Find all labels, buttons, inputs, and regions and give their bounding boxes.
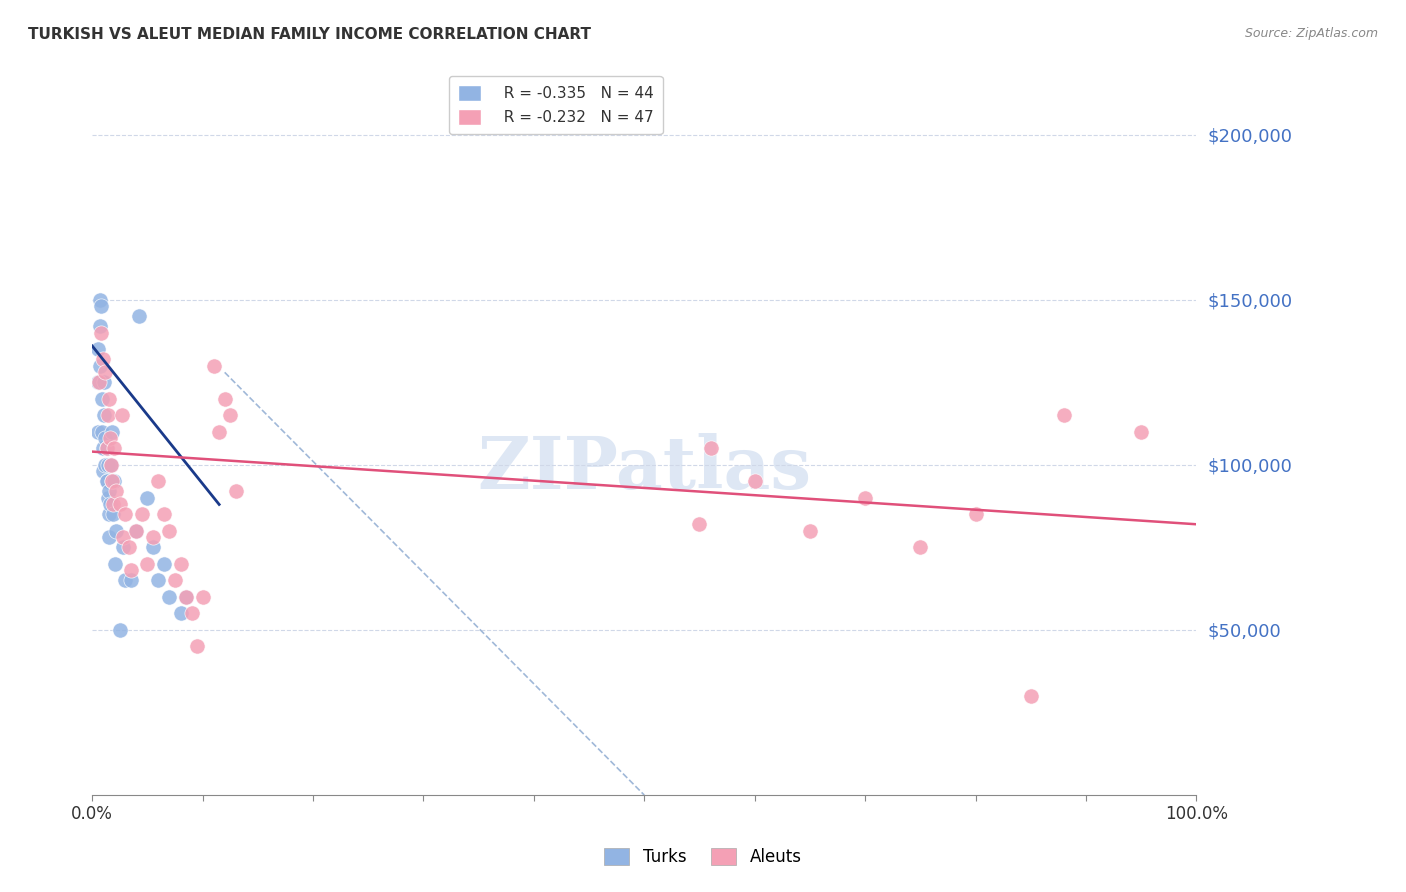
- Point: [90, 326, 112, 340]
- Text: ZIPatlas: ZIPatlas: [477, 433, 811, 504]
- Point: [91, 392, 114, 406]
- Point: [90, 299, 112, 313]
- Point: [114, 574, 136, 588]
- Point: [89, 359, 111, 373]
- Point: [117, 541, 139, 555]
- Point: [87, 376, 110, 390]
- Point: [86, 343, 108, 357]
- Point: [111, 409, 134, 423]
- Point: [169, 607, 191, 621]
- Point: [799, 524, 821, 538]
- Point: [94, 458, 117, 472]
- Point: [93, 376, 115, 390]
- Point: [153, 557, 176, 571]
- Point: [163, 574, 186, 588]
- Point: [98, 498, 121, 512]
- Point: [910, 541, 932, 555]
- Point: [103, 442, 125, 456]
- Point: [142, 531, 165, 545]
- Point: [100, 458, 122, 472]
- Point: [104, 557, 127, 571]
- Point: [96, 475, 118, 489]
- Point: [97, 458, 120, 472]
- Point: [97, 409, 120, 423]
- Point: [98, 431, 121, 445]
- Point: [214, 392, 236, 406]
- Point: [114, 508, 136, 522]
- Point: [225, 484, 247, 499]
- Text: TURKISH VS ALEUT MEDIAN FAMILY INCOME CORRELATION CHART: TURKISH VS ALEUT MEDIAN FAMILY INCOME CO…: [28, 27, 591, 42]
- Point: [94, 431, 117, 445]
- Point: [965, 508, 987, 522]
- Point: [112, 541, 135, 555]
- Point: [120, 564, 142, 578]
- Point: [688, 517, 710, 532]
- Point: [148, 475, 170, 489]
- Point: [108, 623, 131, 637]
- Point: [180, 607, 202, 621]
- Point: [744, 475, 766, 489]
- Point: [159, 590, 181, 604]
- Point: [142, 541, 165, 555]
- Point: [91, 425, 114, 439]
- Point: [1130, 425, 1153, 439]
- Point: [86, 376, 108, 390]
- Point: [105, 524, 128, 538]
- Point: [93, 409, 115, 423]
- Point: [101, 475, 124, 489]
- Point: [699, 442, 721, 456]
- Point: [208, 425, 231, 439]
- Point: [120, 574, 142, 588]
- Legend: Turks, Aleuts: Turks, Aleuts: [596, 840, 810, 875]
- Point: [89, 319, 111, 334]
- Point: [174, 590, 197, 604]
- Point: [191, 590, 214, 604]
- Point: [91, 442, 114, 456]
- Point: [128, 309, 150, 323]
- Point: [101, 498, 124, 512]
- Point: [148, 574, 170, 588]
- Point: [186, 640, 208, 654]
- Point: [125, 524, 148, 538]
- Point: [101, 425, 124, 439]
- Point: [89, 293, 111, 307]
- Point: [105, 484, 128, 499]
- Point: [153, 508, 176, 522]
- Point: [97, 508, 120, 522]
- Point: [91, 352, 114, 367]
- Point: [103, 475, 125, 489]
- Point: [202, 359, 225, 373]
- Point: [174, 590, 197, 604]
- Text: Source: ZipAtlas.com: Source: ZipAtlas.com: [1244, 27, 1378, 40]
- Point: [853, 491, 876, 505]
- Point: [169, 557, 191, 571]
- Point: [97, 531, 120, 545]
- Point: [1019, 689, 1042, 703]
- Point: [101, 508, 124, 522]
- Point: [97, 392, 120, 406]
- Legend:   R = -0.335   N = 44,   R = -0.232   N = 47: R = -0.335 N = 44, R = -0.232 N = 47: [450, 76, 662, 134]
- Point: [131, 508, 153, 522]
- Point: [96, 475, 118, 489]
- Point: [136, 557, 159, 571]
- Point: [108, 498, 131, 512]
- Point: [97, 491, 120, 505]
- Point: [136, 491, 159, 505]
- Point: [94, 365, 117, 379]
- Point: [159, 524, 181, 538]
- Point: [219, 409, 242, 423]
- Point: [100, 458, 122, 472]
- Point: [125, 524, 148, 538]
- Point: [97, 484, 120, 499]
- Point: [101, 475, 124, 489]
- Point: [96, 442, 118, 456]
- Point: [112, 531, 135, 545]
- Point: [86, 425, 108, 439]
- Point: [96, 442, 118, 456]
- Point: [91, 464, 114, 478]
- Point: [1053, 409, 1076, 423]
